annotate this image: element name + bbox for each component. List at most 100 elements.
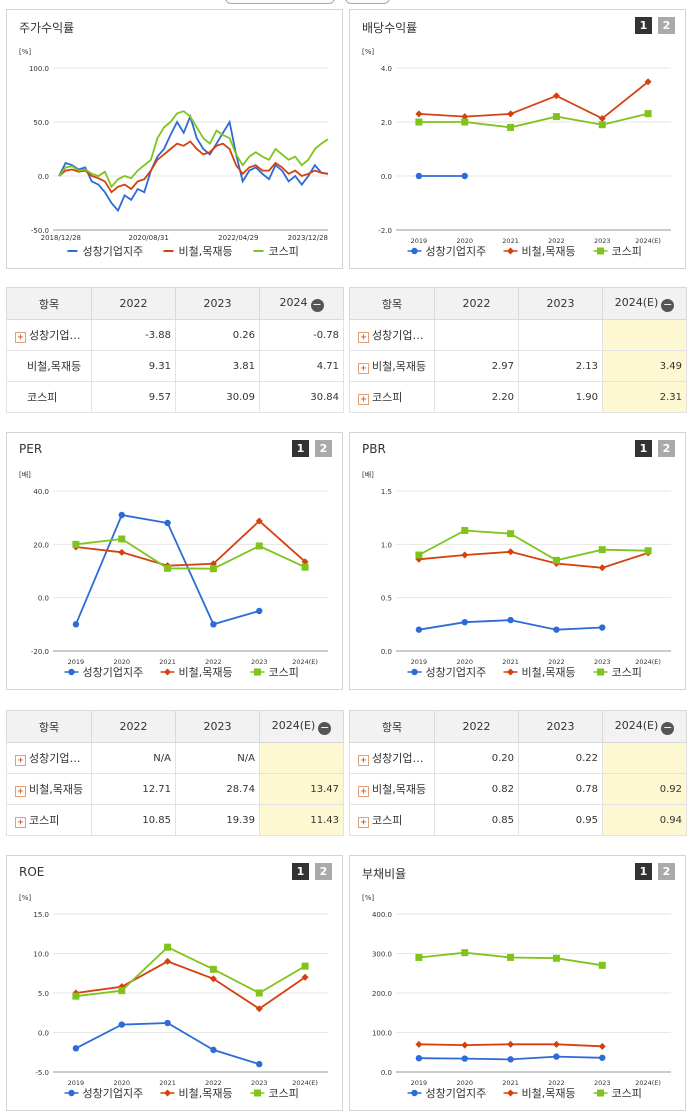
view-1-button[interactable]: 1 [292, 440, 309, 457]
legend-label: 성창기업지주 [426, 1087, 487, 1100]
expand-icon[interactable]: + [358, 394, 369, 405]
view-2-button[interactable]: 2 [315, 440, 332, 457]
header-year: 2024(E) − [602, 710, 687, 743]
expand-icon[interactable]: + [358, 755, 369, 766]
x-tick-label: 2024(E) [635, 237, 661, 245]
view-2-button[interactable]: 2 [658, 440, 675, 457]
expand-icon[interactable]: + [15, 817, 26, 828]
row-name[interactable]: + 비철,목재등 [6, 773, 92, 805]
kospi-series-line [58, 110, 329, 189]
row-name[interactable]: + 성창기업… [6, 319, 92, 351]
table-cell: 2.20 [434, 381, 519, 413]
company-legend-marker [411, 1089, 418, 1097]
row-label: 코스피 [372, 391, 403, 404]
x-tick-label: 2023 [594, 658, 611, 666]
kospi-point [301, 563, 309, 571]
row-name[interactable]: 코스피 [6, 381, 92, 413]
per-table: 항목 2022 2023 2024(E) − + 성창기업… N/A N/A + 비철,목재등 12.… [6, 710, 344, 836]
kospi-point [507, 530, 515, 538]
top-button[interactable] [225, 0, 335, 4]
table-cell [518, 319, 603, 351]
header-item: 항목 [6, 287, 92, 320]
table-cell: 2.31 [602, 381, 687, 413]
view-2-button[interactable]: 2 [658, 17, 675, 34]
y-tick-label: -2.0 [378, 227, 392, 235]
row-name[interactable]: + 코스피 [6, 804, 92, 836]
industry-point [209, 975, 217, 983]
y-tick-label: 0.0 [38, 173, 49, 181]
row-name[interactable]: 비철,목재등 [6, 350, 92, 382]
expand-icon[interactable]: + [15, 332, 26, 343]
kospi-point [644, 547, 652, 555]
expand-icon[interactable]: + [15, 786, 26, 797]
y-tick-label: 200.0 [372, 990, 392, 998]
unit-label: [%] [362, 48, 374, 56]
industry-point [507, 110, 515, 118]
header-year: 2024− [259, 287, 344, 320]
view-2-button[interactable]: 2 [658, 863, 675, 880]
expand-icon[interactable]: + [358, 363, 369, 374]
industry-point [415, 110, 423, 118]
y-tick-label: 20.0 [33, 541, 49, 549]
expand-icon[interactable]: + [358, 332, 369, 343]
expand-icon[interactable]: + [15, 755, 26, 766]
collapse-icon[interactable]: − [318, 720, 332, 735]
y-tick-label: 1.0 [381, 541, 392, 549]
row-name[interactable]: + 코스피 [349, 381, 435, 413]
kospi-series-line [75, 946, 306, 998]
view-2-button[interactable]: 2 [315, 863, 332, 880]
row-name[interactable]: + 성창기업… [349, 319, 435, 351]
row-label: 성창기업… [372, 329, 424, 342]
table-cell: 9.57 [91, 381, 176, 413]
table-cell: -3.88 [91, 319, 176, 351]
panel-title: PBR [362, 442, 386, 456]
x-tick-label: 2020 [456, 237, 473, 245]
row-label: 성창기업… [372, 752, 424, 765]
top-button[interactable] [345, 0, 390, 4]
collapse-icon[interactable]: − [661, 720, 675, 735]
table-row: 비철,목재등 9.31 3.81 4.71 [6, 350, 344, 382]
row-name[interactable]: + 성창기업… [6, 742, 92, 774]
x-tick-label: 2022/04/29 [218, 234, 258, 242]
collapse-icon[interactable]: − [310, 297, 324, 312]
kospi-series-line [418, 529, 649, 562]
view-1-button[interactable]: 1 [635, 17, 652, 34]
x-tick-label: 2019 [411, 658, 428, 666]
panel-title: 주가수익률 [19, 21, 75, 35]
kospi-point [164, 564, 172, 572]
company-point [256, 607, 263, 615]
table-cell: 0.22 [518, 742, 603, 774]
row-label: 성창기업… [29, 329, 81, 342]
kospi-point [644, 110, 652, 118]
row-name[interactable]: + 비철,목재등 [349, 350, 435, 382]
view-1-button[interactable]: 1 [635, 863, 652, 880]
x-tick-label: 2024(E) [635, 658, 661, 666]
kospi-point [118, 987, 126, 995]
collapse-icon[interactable]: − [661, 297, 675, 312]
dividend-chart: [%] 4.0 2.0 0.0 -2.0 2019 2020 2021 2022 2023 2024… [362, 48, 671, 258]
x-tick-label: 2023 [594, 237, 611, 245]
unit-label: [%] [19, 48, 31, 56]
y-tick-label: 0.0 [381, 648, 392, 656]
row-label: 성창기업… [29, 752, 81, 765]
view-1-button[interactable]: 1 [635, 440, 652, 457]
company-point [461, 619, 468, 626]
header-year: 2022 [91, 287, 176, 320]
table-cell: 0.82 [434, 773, 519, 805]
industry-point [301, 973, 309, 981]
view-1-button[interactable]: 1 [292, 863, 309, 880]
x-tick-label: 2021 [502, 658, 519, 666]
table-cell: 2.97 [434, 350, 519, 382]
table-cell: -0.78 [259, 319, 344, 351]
x-tick-label: 2020 [113, 658, 130, 666]
expand-icon[interactable]: + [358, 786, 369, 797]
row-name[interactable]: + 비철,목재등 [349, 773, 435, 805]
expand-icon[interactable]: + [358, 817, 369, 828]
legend-label: 성창기업지주 [83, 245, 144, 258]
row-name[interactable]: + 성창기업… [349, 742, 435, 774]
legend-label: 비철,목재등 [179, 1087, 233, 1100]
top-strip [0, 0, 691, 8]
kospi-legend-marker [597, 1089, 604, 1097]
row-name[interactable]: + 코스피 [349, 804, 435, 836]
